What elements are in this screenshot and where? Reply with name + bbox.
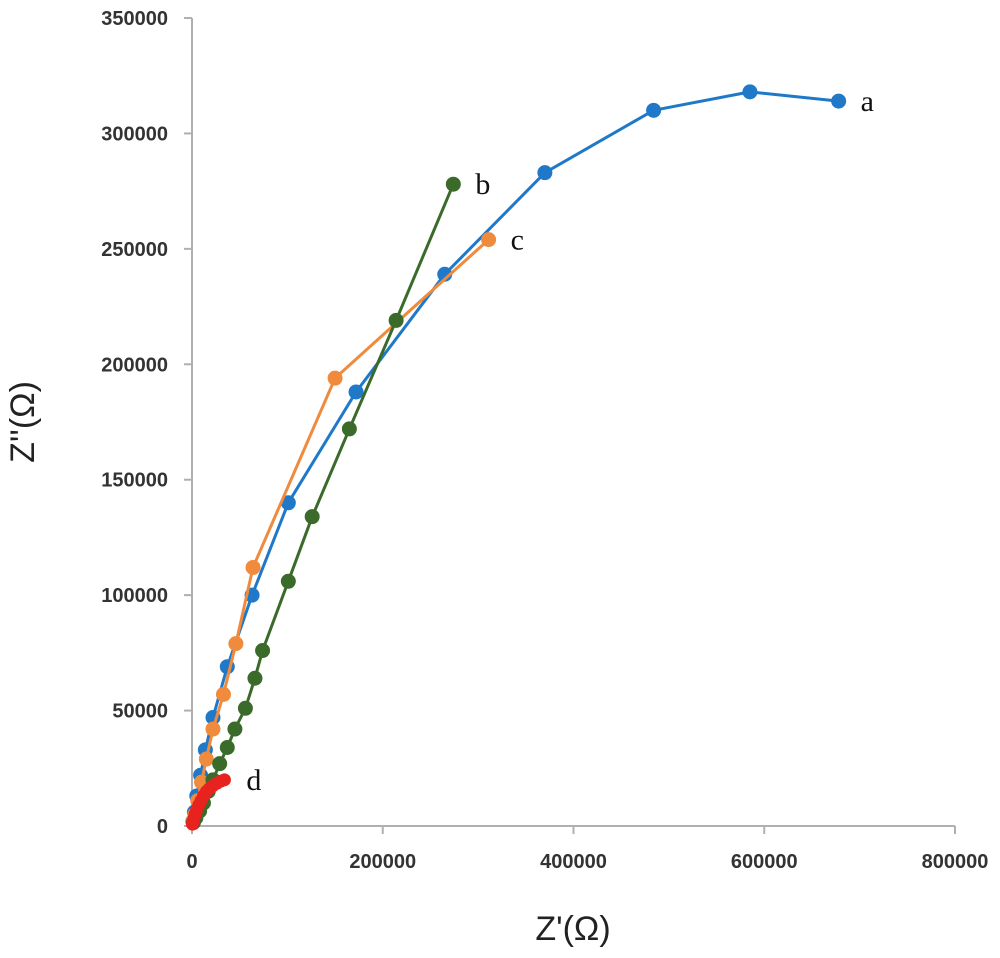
series-labels: a cb d	[246, 85, 874, 797]
y-tick-label: 250000	[101, 239, 168, 261]
series-b-point	[212, 756, 228, 772]
series-a-point	[742, 84, 758, 100]
series-b-point	[219, 740, 235, 756]
series-b-point	[255, 643, 271, 659]
series-label-b: b	[475, 168, 490, 201]
x-tick-label: 400000	[540, 851, 607, 873]
series-c-point	[205, 721, 221, 737]
series-d	[185, 773, 231, 831]
x-tick-label: 800000	[922, 851, 989, 873]
y-tick-label: 100000	[101, 585, 168, 607]
series-a-point	[537, 165, 553, 181]
series-a-point	[437, 266, 453, 282]
series-c-point	[215, 686, 231, 702]
series-c-point	[481, 232, 497, 248]
series-c-point	[228, 636, 244, 652]
series-c-point	[245, 559, 261, 575]
series-b-point	[445, 176, 461, 192]
series-a-point	[646, 102, 662, 118]
series-a-line	[191, 90, 839, 822]
x-tick-label: 600000	[731, 851, 798, 873]
y-axis-title: Z''(Ω)	[4, 381, 42, 463]
axes	[191, 18, 955, 827]
y-tick-label: 0	[157, 816, 168, 838]
series-a-point	[280, 495, 296, 511]
series-c-point	[198, 751, 214, 767]
y-tick-label: 150000	[101, 470, 168, 492]
series-b-point	[304, 509, 320, 525]
series-a-point	[348, 384, 364, 400]
series-label-d: d	[246, 764, 261, 797]
y-tick-label: 200000	[101, 354, 168, 376]
series-b-point	[237, 700, 253, 716]
y-tick-label: 300000	[101, 123, 168, 145]
x-tick-label: 0	[186, 851, 197, 873]
y-tick-label: 50000	[112, 701, 168, 723]
series-label-c: c	[511, 224, 524, 257]
ticks: 0 200000 400000 600000 800000 0 50000 100000 150…	[101, 8, 988, 873]
series-b-point	[341, 421, 357, 437]
series-b-point	[227, 721, 243, 737]
series-a	[185, 84, 847, 829]
x-tick-label: 200000	[349, 851, 416, 873]
y-tick-label: 350000	[101, 8, 168, 30]
series-group	[185, 84, 847, 831]
series-c-point	[327, 370, 343, 386]
series-a-point	[831, 93, 847, 109]
series-d-point	[217, 773, 231, 787]
series-b-point	[388, 312, 404, 328]
x-axis-title: Z'(Ω)	[535, 910, 610, 948]
series-label-a: a	[861, 85, 874, 118]
series-b-point	[247, 670, 263, 686]
series-b	[185, 176, 461, 831]
series-b-point	[280, 573, 296, 589]
